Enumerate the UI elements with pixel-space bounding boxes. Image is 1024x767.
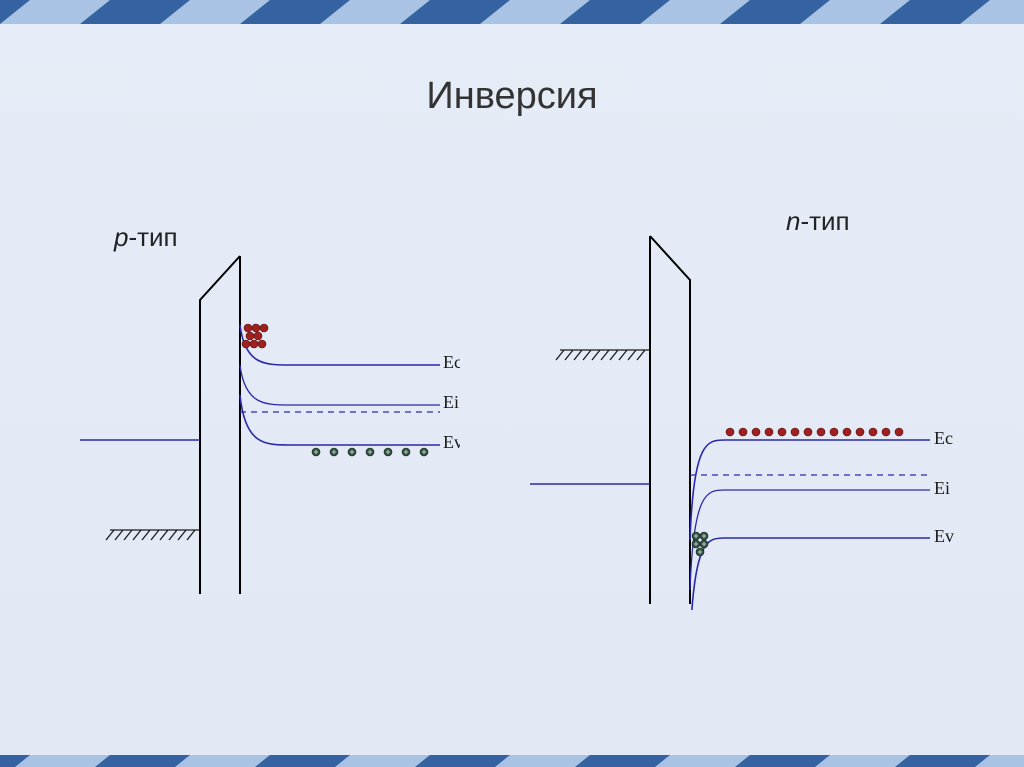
svg-text:Ec: Ec [934,428,953,448]
label-p-type-letter: p [114,222,128,252]
band-diagram-p-type: Ec Ei Ev [80,250,460,600]
svg-text:Ev: Ev [443,432,460,452]
svg-text:Ec: Ec [443,352,460,372]
decorative-stripe-bottom [0,755,1024,767]
label-p-type-suffix: -тип [128,222,177,252]
svg-text:Ei: Ei [443,392,459,412]
svg-text:Ev: Ev [934,526,954,546]
band-diagram-n-type: Ec Ei Ev [530,230,960,610]
slide: Инверсия p-тип n-тип EcEiEv EcEiEv [0,0,1024,767]
decorative-stripe-top [0,0,1024,24]
slide-title: Инверсия [0,75,1024,118]
label-p-type: p-тип [114,222,178,253]
svg-text:Ei: Ei [934,478,950,498]
